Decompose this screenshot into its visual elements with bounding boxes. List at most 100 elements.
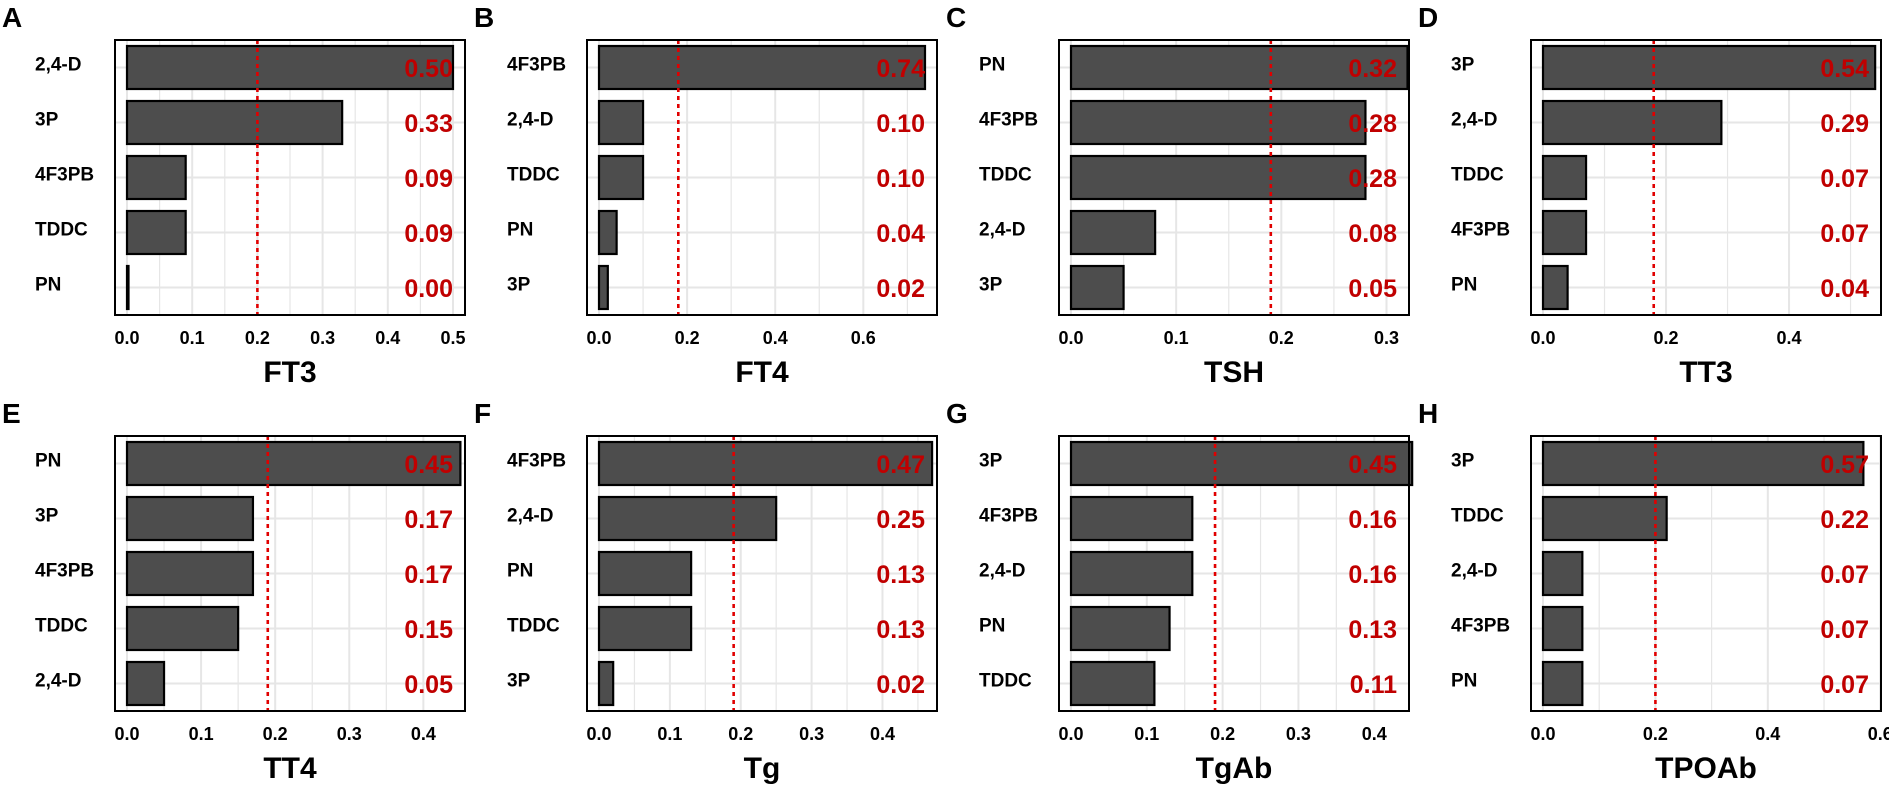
x-axis-title: TgAb xyxy=(1196,752,1273,785)
value-label: 0.04 xyxy=(1820,275,1869,303)
bar-4f3pb xyxy=(597,44,927,91)
x-tick-label: 0.1 xyxy=(657,724,682,744)
x-tick-label: 0.2 xyxy=(728,724,753,744)
x-tick-label: 0.0 xyxy=(1058,724,1083,744)
panel-b: B 4F3PB 2,4-D TDDC PN 3P 0.74 0.10 0.10 0.04 0.02 0… xyxy=(472,0,944,396)
value-label: 0.45 xyxy=(404,451,453,479)
bar-4f3pb xyxy=(1541,605,1584,652)
panel-svg: A 2,4-D 3P 4F3PB TDDC PN 0.50 0.33 0.09 0.09 0.00 0… xyxy=(2,2,466,389)
category-label: PN xyxy=(1451,671,1477,692)
panel-svg: B 4F3PB 2,4-D TDDC PN 3P 0.74 0.10 0.10 0.04 0.02 0… xyxy=(474,2,938,389)
x-tick-label: 0.0 xyxy=(114,328,139,348)
panel-letter: C xyxy=(946,2,966,33)
category-label: 3P xyxy=(979,451,1003,472)
category-label: 3P xyxy=(1451,55,1475,76)
category-label: TDDC xyxy=(1451,165,1504,186)
category-label: 4F3PB xyxy=(1451,220,1510,241)
x-tick-label: 0.4 xyxy=(1362,724,1387,744)
value-label: 0.13 xyxy=(1348,616,1397,644)
panel-svg: G 3P 4F3PB 2,4-D PN TDDC 0.45 0.16 0.16 0.13 0.11 0… xyxy=(946,398,1414,785)
value-label: 0.07 xyxy=(1820,220,1869,248)
bar-2-4-d xyxy=(597,99,645,146)
category-label: TDDC xyxy=(35,220,88,241)
category-label: 4F3PB xyxy=(507,451,566,472)
value-label: 0.13 xyxy=(876,561,925,589)
value-label: 0.33 xyxy=(404,110,453,138)
bar-3p xyxy=(1541,440,1865,487)
bar-pn xyxy=(597,550,693,597)
x-tick-label: 0.3 xyxy=(337,724,362,744)
bar-3p xyxy=(1069,440,1414,487)
category-label: 3P xyxy=(1451,451,1475,472)
category-label: 3P xyxy=(979,275,1003,296)
bar-tddc xyxy=(1541,154,1588,201)
x-axis-title: TT3 xyxy=(1679,356,1732,389)
x-tick-label: 0.1 xyxy=(1134,724,1159,744)
value-label: 0.50 xyxy=(404,55,453,83)
panel-letter: A xyxy=(2,2,22,33)
value-label: 0.28 xyxy=(1348,165,1397,193)
value-label: 0.16 xyxy=(1348,561,1397,589)
x-tick-label: 0.3 xyxy=(799,724,824,744)
x-tick-label: 0.1 xyxy=(180,328,205,348)
category-label: 3P xyxy=(507,275,531,296)
value-label: 0.00 xyxy=(404,275,453,303)
x-tick-label: 0.0 xyxy=(1530,328,1555,348)
category-label: TDDC xyxy=(979,165,1032,186)
bar-tddc xyxy=(125,605,240,652)
bar-pn xyxy=(1069,44,1409,91)
bar-3p xyxy=(1541,44,1877,91)
x-tick-label: 0.2 xyxy=(263,724,288,744)
x-axis-title: TT4 xyxy=(263,752,317,785)
value-label: 0.57 xyxy=(1820,451,1869,479)
panel-svg: E PN 3P 4F3PB TDDC 2,4-D 0.45 0.17 0.17 0.15 0.05 0… xyxy=(2,398,466,785)
panel-svg: F 4F3PB 2,4-D PN TDDC 3P 0.47 0.25 0.13 0.13 0.02 0… xyxy=(474,398,938,785)
panel-letter: G xyxy=(946,398,968,429)
bar-2-4-d xyxy=(1541,99,1723,146)
panel-d: D 3P 2,4-D TDDC 4F3PB PN 0.54 0.29 0.07 0.07 0.04 0… xyxy=(1416,0,1888,396)
category-label: 2,4-D xyxy=(979,220,1025,241)
panel-svg: H 3P TDDC 2,4-D 4F3PB PN 0.57 0.22 0.07 0.07 0.07 0… xyxy=(1418,398,1889,785)
value-label: 0.11 xyxy=(1350,671,1397,699)
category-label: PN xyxy=(1451,275,1477,296)
category-label: 2,4-D xyxy=(507,110,553,131)
x-tick-label: 0.5 xyxy=(440,328,465,348)
bar-4f3pb xyxy=(597,440,934,487)
x-axis-title: TSH xyxy=(1204,356,1264,389)
x-tick-label: 0.4 xyxy=(870,724,895,744)
bar-4f3pb xyxy=(1069,495,1194,542)
category-label: PN xyxy=(35,275,61,296)
bar-2-4-d xyxy=(1541,550,1584,597)
x-tick-label: 0.2 xyxy=(1654,328,1679,348)
value-label: 0.07 xyxy=(1820,671,1869,699)
category-label: 2,4-D xyxy=(35,55,81,76)
value-label: 0.10 xyxy=(876,165,925,193)
panel-letter: E xyxy=(2,398,21,429)
plot-border xyxy=(114,435,466,712)
category-label: 3P xyxy=(35,506,59,527)
category-label: 2,4-D xyxy=(1451,561,1497,582)
category-label: TDDC xyxy=(1451,506,1504,527)
x-tick-label: 0.6 xyxy=(1868,724,1889,744)
bar-3p xyxy=(125,99,344,146)
panel-e: E PN 3P 4F3PB TDDC 2,4-D 0.45 0.17 0.17 0.15 0.05 0… xyxy=(0,396,472,792)
x-tick-label: 0.0 xyxy=(114,724,139,744)
plot-border xyxy=(1058,435,1410,712)
value-label: 0.17 xyxy=(404,506,453,534)
panel-letter: D xyxy=(1418,2,1438,33)
plot-border xyxy=(1530,435,1882,712)
category-label: 4F3PB xyxy=(979,110,1038,131)
x-axis-title: FT4 xyxy=(735,356,789,389)
bar-4f3pb xyxy=(125,550,255,597)
x-tick-label: 0.2 xyxy=(245,328,270,348)
category-label: 4F3PB xyxy=(35,165,94,186)
plot-border xyxy=(586,39,938,316)
bar-4f3pb xyxy=(125,154,187,201)
category-label: 2,4-D xyxy=(1451,110,1497,131)
value-label: 0.47 xyxy=(876,451,925,479)
value-label: 0.07 xyxy=(1820,616,1869,644)
x-tick-label: 0.6 xyxy=(851,328,876,348)
bar-pn xyxy=(125,440,462,487)
category-label: TDDC xyxy=(979,671,1032,692)
value-label: 0.08 xyxy=(1348,220,1397,248)
